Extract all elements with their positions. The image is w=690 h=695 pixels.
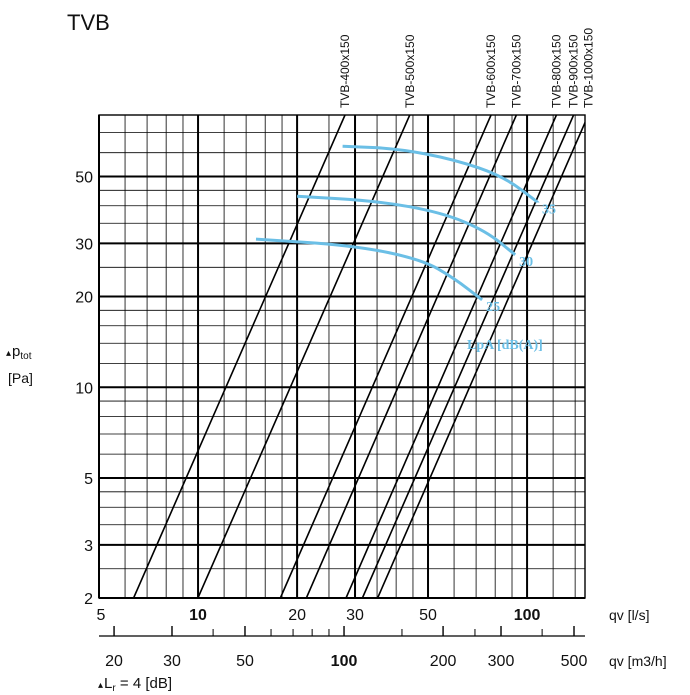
chart-title: TVB — [67, 10, 110, 35]
y-tick-label: 10 — [75, 380, 93, 397]
m3h-tick-label: 200 — [430, 653, 457, 670]
series-line — [132, 115, 346, 598]
lpa-curve-label: 25 — [486, 300, 500, 315]
y-tick-label: 3 — [84, 538, 93, 555]
m3h-tick-label: 100 — [331, 653, 358, 670]
y-tick-label: 2 — [84, 591, 93, 608]
grid — [98, 115, 585, 599]
series-line — [279, 115, 492, 598]
footer-label: ▴Lr = 4 [dB] — [98, 675, 172, 694]
series-line — [376, 120, 585, 598]
y-tick-label: 5 — [84, 471, 93, 488]
x-tick-label: 20 — [288, 607, 306, 624]
x-tick-labels: 5 10 20 30 50 100 — [97, 607, 541, 624]
plot-frame — [98, 114, 586, 599]
x-axis-label: qv [l/s] — [609, 607, 649, 623]
series-line — [197, 115, 411, 598]
y-axis-label: ▴ptot — [6, 343, 32, 362]
m3h-tick-label: 300 — [488, 653, 515, 670]
footer-delta-icon: ▴ — [98, 680, 103, 691]
x-tick-label: 5 — [97, 607, 106, 624]
model-label: TVB-700x150 — [509, 34, 523, 108]
m3h-scale: 20 30 50 100 200 300 500 — [105, 626, 587, 670]
series-line — [361, 115, 575, 598]
x-tick-label: 10 — [189, 607, 207, 624]
lpa-curve-label: 30 — [519, 255, 533, 270]
y-axis-unit: [Pa] — [8, 370, 33, 386]
y-tick-label: 20 — [75, 290, 93, 307]
lpa-legend-title: LpA [dB(A)] — [467, 338, 543, 353]
x-tick-label: 30 — [346, 607, 364, 624]
lpa-curve — [342, 144, 539, 204]
lpa-curve — [297, 194, 517, 256]
m3h-tick-label: 20 — [105, 653, 123, 670]
model-label: TVB-800x150 — [549, 34, 563, 108]
model-label: TVB-500x150 — [403, 34, 417, 108]
model-label: TVB-600x150 — [484, 34, 498, 108]
m3h-tick-label: 500 — [561, 653, 588, 670]
model-labels: TVB-400x150 TVB-500x150 TVB-600x150 TVB-700… — [338, 28, 595, 108]
lpa-curve — [255, 237, 484, 302]
model-label: TVB-400x150 — [338, 34, 352, 108]
lpa-curve-label: 35 — [542, 203, 556, 218]
m3h-tick-label: 30 — [163, 653, 181, 670]
y-axis-delta-icon: ▴ — [6, 348, 11, 359]
model-label: TVB-900x150 — [567, 34, 581, 108]
series-line — [345, 115, 558, 598]
y-tick-label: 30 — [75, 236, 93, 253]
model-label: TVB-1000x150 — [581, 28, 595, 108]
x-tick-label: 100 — [514, 607, 541, 624]
y-tick-label: 50 — [75, 170, 93, 187]
y-tick-labels: 2 3 5 10 20 30 50 — [75, 170, 93, 608]
lpa-curves: 35 30 25 LpA [dB(A)] — [255, 144, 556, 353]
series-line — [305, 115, 518, 598]
series-lines — [132, 115, 585, 598]
x-tick-label: 50 — [419, 607, 437, 624]
m3h-tick-label: 50 — [236, 653, 254, 670]
x-axis-label-m3h: qv [m3/h] — [609, 653, 667, 669]
